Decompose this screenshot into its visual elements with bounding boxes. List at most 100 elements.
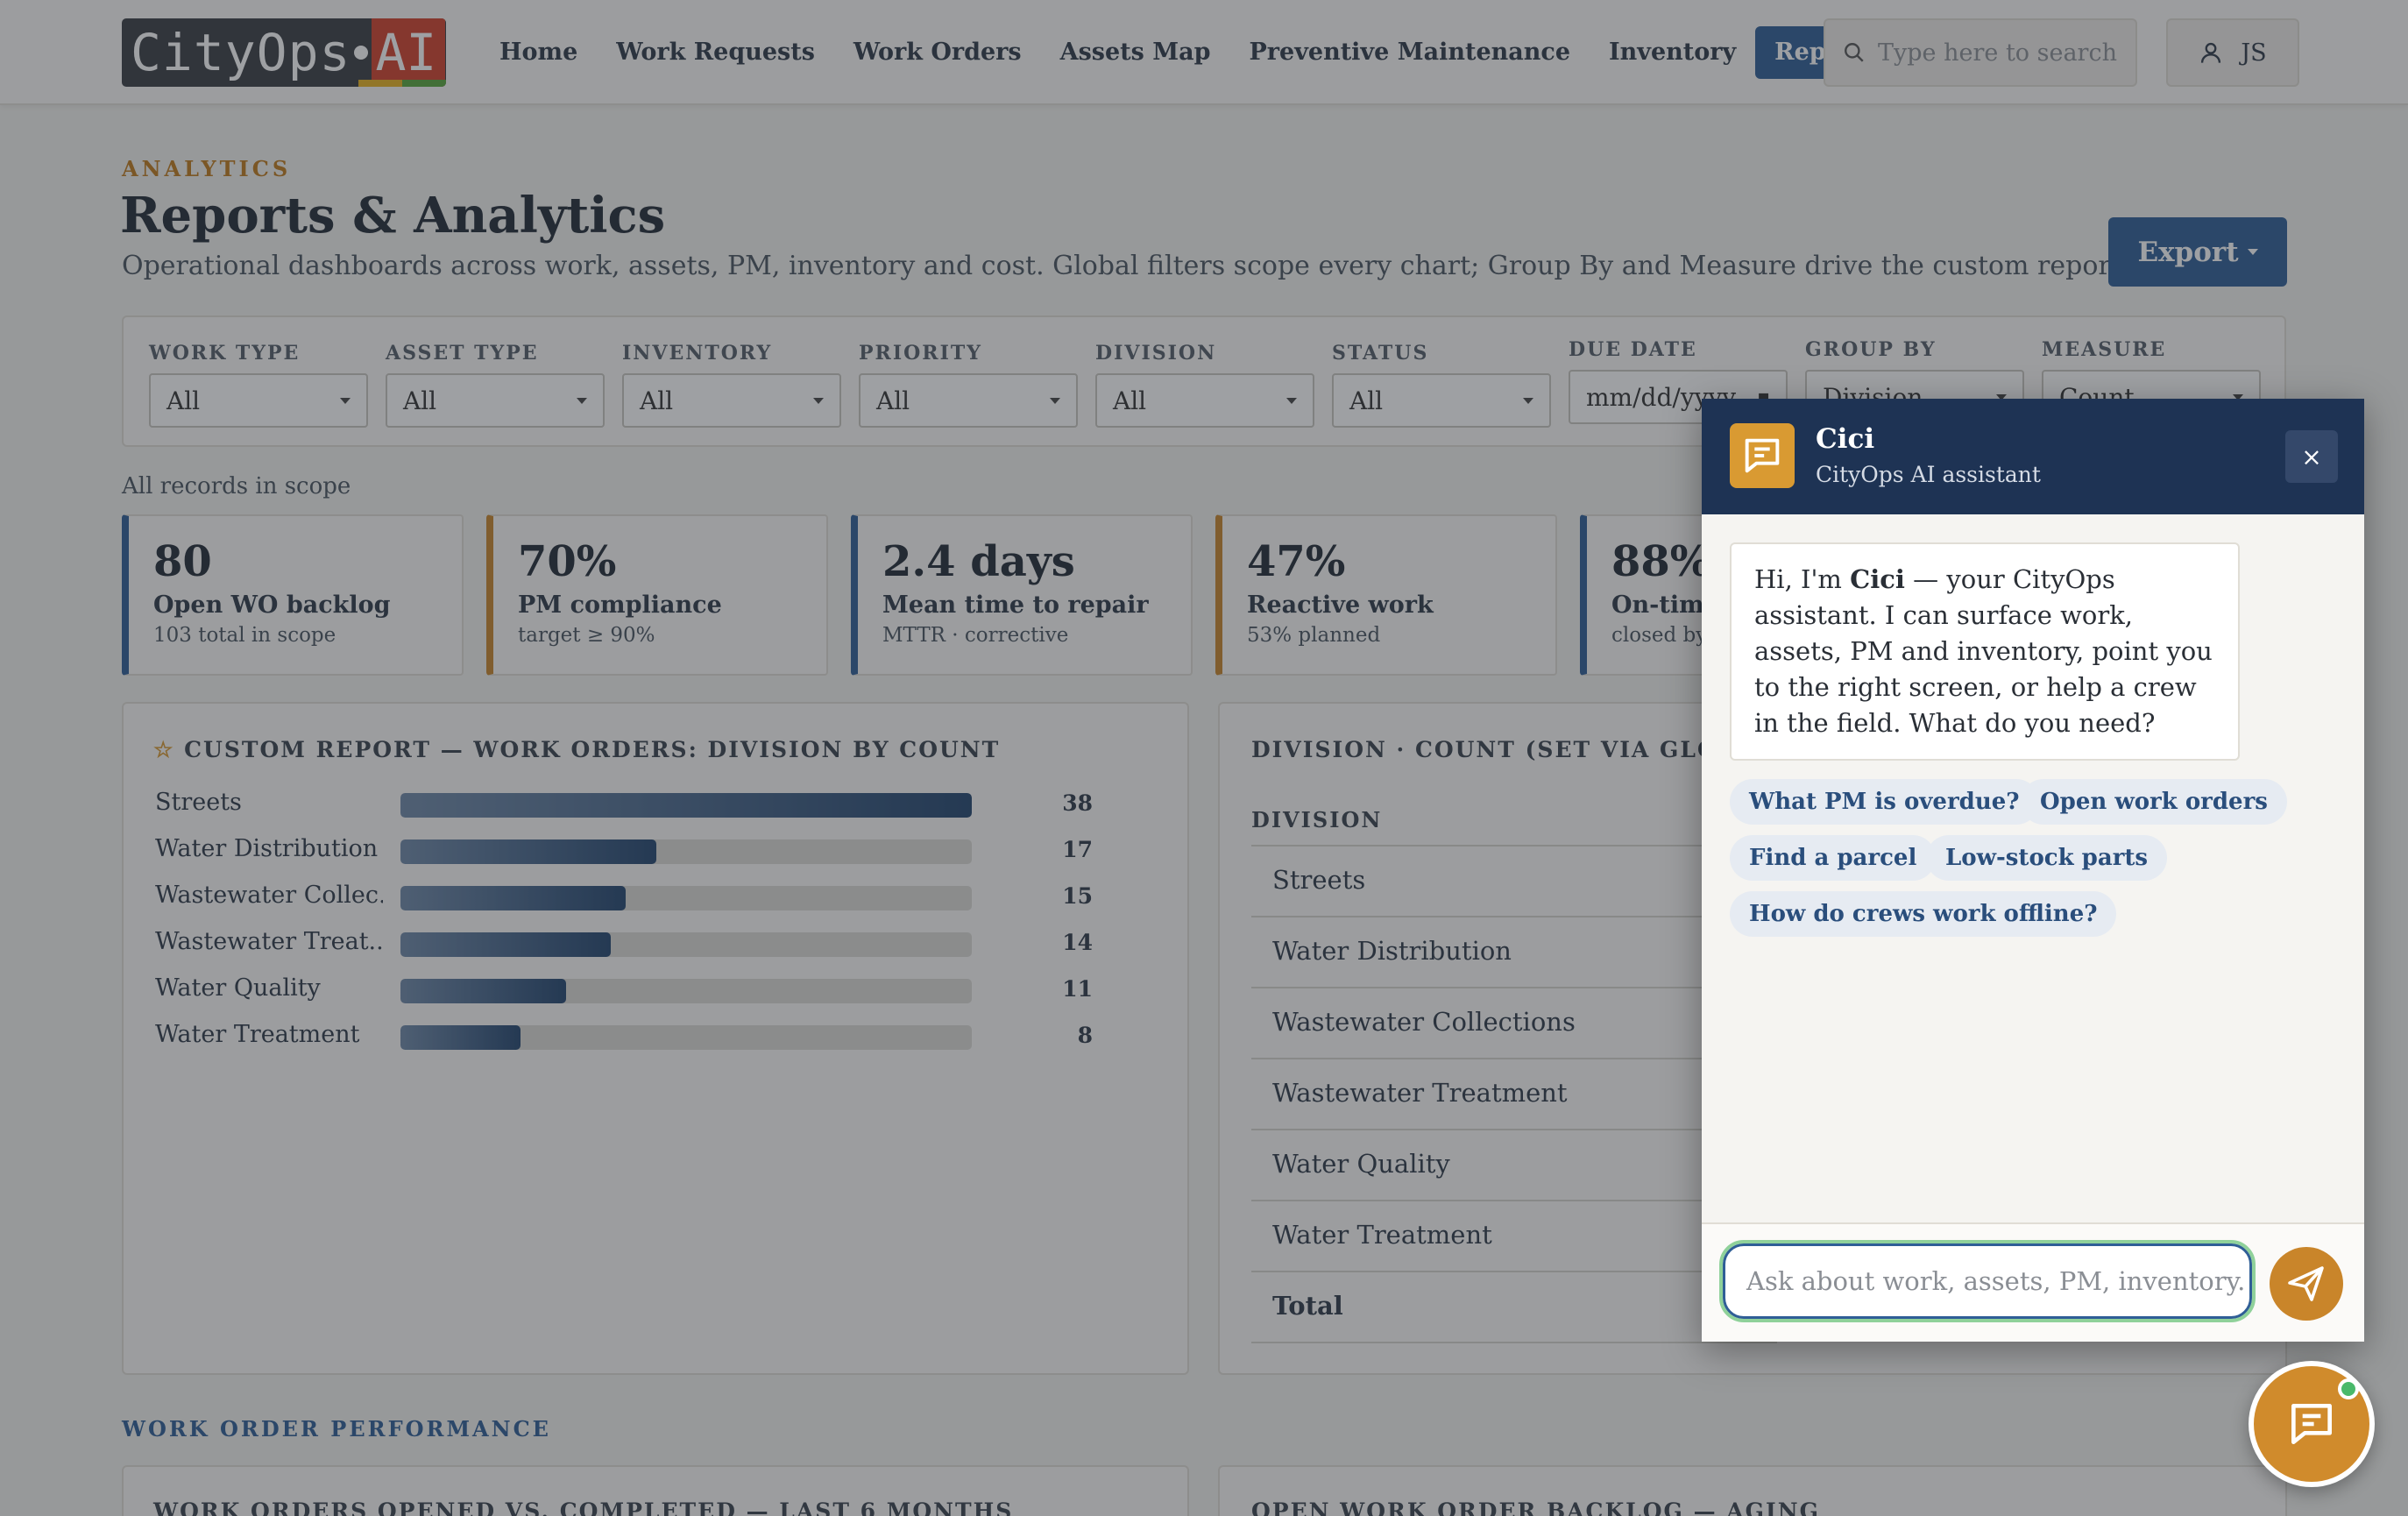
table-header-division: DIVISION xyxy=(1251,807,1383,832)
chevron-down-icon xyxy=(577,397,587,404)
bar-row: Water Distribution 17 xyxy=(155,835,1163,864)
nav-inventory[interactable]: Inventory xyxy=(1609,39,1737,66)
filter-label: MEASURE xyxy=(2042,338,2167,361)
table-divider xyxy=(1251,1058,1777,1059)
chevron-down-icon xyxy=(2247,249,2258,255)
user-menu-button[interactable]: JS xyxy=(2166,18,2299,87)
filter-label: PRIORITY xyxy=(859,342,982,365)
filter-priority: PRIORITY All xyxy=(859,342,1078,428)
suggestion-chip[interactable]: What PM is overdue? xyxy=(1730,779,2039,825)
work-type-select[interactable]: All xyxy=(149,373,368,428)
nav-preventive-maintenance[interactable]: Preventive Maintenance xyxy=(1249,39,1571,66)
send-icon xyxy=(2288,1266,2324,1301)
export-button[interactable]: Export xyxy=(2108,217,2287,287)
filter-label: STATUS xyxy=(1332,342,1429,365)
table-divider xyxy=(1251,1129,1777,1130)
chevron-down-icon xyxy=(1286,397,1297,404)
chevron-down-icon xyxy=(1050,397,1060,404)
kpi-sub: closed by xyxy=(1611,624,1708,647)
suggestion-chip[interactable]: Low-stock parts xyxy=(1926,835,2168,881)
chevron-down-icon xyxy=(813,397,824,404)
page-title: Reports & Analytics xyxy=(120,187,666,244)
division-select[interactable]: All xyxy=(1095,373,1314,428)
kpi-label: On-time xyxy=(1611,592,1719,619)
user-initials: JS xyxy=(2241,39,2267,67)
bar-value-label: 17 xyxy=(1062,837,1093,862)
kpi-value: 47% xyxy=(1247,537,1346,586)
bar-track xyxy=(400,1025,972,1050)
global-filters: WORK TYPE All ASSET TYPE All INVENTORY A… xyxy=(122,315,2286,447)
filter-label: DUE DATE xyxy=(1569,338,1697,361)
bar-label: Water Distribution xyxy=(155,835,379,862)
bar-label: Wastewater Collec... xyxy=(155,882,383,909)
kpi-value: 88% xyxy=(1611,537,1710,586)
suggestion-chip[interactable]: How do crews work offline? xyxy=(1730,891,2117,937)
chat-message-input[interactable]: Ask about work, assets, PM, inventory. xyxy=(1719,1240,2256,1322)
backlog-aging-panel: OPEN WORK ORDER BACKLOG — AGING xyxy=(1218,1465,2287,1516)
search-input[interactable]: Type here to search xyxy=(1824,18,2137,87)
chat-launcher-button[interactable] xyxy=(2249,1361,2375,1487)
table-divider xyxy=(1251,1342,1777,1343)
star-icon: ☆ xyxy=(153,737,175,762)
bar-row: Wastewater Collec... 15 xyxy=(155,882,1163,910)
asset-type-select[interactable]: All xyxy=(386,373,605,428)
page-eyebrow: ANALYTICS xyxy=(122,156,292,181)
table-row: Water Treatment xyxy=(1272,1220,1492,1250)
suggestion-chip[interactable]: Find a parcel xyxy=(1730,835,1937,881)
bar-label: Streets xyxy=(155,789,242,816)
table-divider xyxy=(1251,916,1777,917)
search-icon xyxy=(1845,43,1864,62)
kpi-value: 2.4 days xyxy=(882,537,1075,586)
close-icon: × xyxy=(2301,442,2322,471)
bar-track xyxy=(400,839,972,864)
cityops-logo[interactable]: CityOps AI xyxy=(122,18,446,87)
filter-asset-type: ASSET TYPE All xyxy=(386,342,605,428)
chat-header: Cici CityOps AI assistant × xyxy=(1702,399,2364,514)
table-row: Water Quality xyxy=(1272,1149,1450,1179)
assistant-name-inline: Cici xyxy=(1850,564,1905,594)
table-divider xyxy=(1251,845,1777,847)
table-row: Wastewater Collections xyxy=(1272,1007,1576,1037)
send-button[interactable] xyxy=(2270,1247,2343,1321)
chat-bubble-icon xyxy=(1730,423,1795,488)
assistant-message: Hi, I'm Cici — your CityOps assistant. I… xyxy=(1730,542,2240,761)
filter-inventory: INVENTORY All xyxy=(622,342,841,428)
bar-row: Water Treatment 8 xyxy=(155,1021,1163,1050)
logo-text: CityOps xyxy=(131,23,351,82)
status-select[interactable]: All xyxy=(1332,373,1551,428)
nav-work-orders[interactable]: Work Orders xyxy=(853,39,1022,66)
kpi-label: Reactive work xyxy=(1247,592,1434,619)
bar-track xyxy=(400,886,972,910)
kpi-sub: 103 total in scope xyxy=(153,624,336,647)
chat-bubble-icon xyxy=(2291,1404,2332,1444)
panel-title: OPEN WORK ORDER BACKLOG — AGING xyxy=(1251,1498,1820,1516)
table-total-row: Total xyxy=(1272,1291,1343,1321)
chevron-down-icon xyxy=(1996,393,2007,400)
nav-work-requests[interactable]: Work Requests xyxy=(616,39,815,66)
inventory-select[interactable]: All xyxy=(622,373,841,428)
kpi-label: PM compliance xyxy=(518,592,722,619)
filter-label: ASSET TYPE xyxy=(386,342,539,365)
bar xyxy=(400,839,656,864)
priority-select[interactable]: All xyxy=(859,373,1078,428)
table-row: Streets xyxy=(1272,865,1366,895)
bar-row: Wastewater Treat... 14 xyxy=(155,928,1163,957)
close-button[interactable]: × xyxy=(2285,430,2338,483)
bar-label: Wastewater Treat... xyxy=(155,928,383,955)
top-nav-bar: CityOps AI Home Work Requests Work Order… xyxy=(0,0,2408,105)
bar-label: Water Treatment xyxy=(155,1021,360,1048)
logo-underline xyxy=(358,80,446,87)
nav-home[interactable]: Home xyxy=(499,39,578,66)
kpi-sub: target ≥ 90% xyxy=(518,624,655,647)
bar xyxy=(400,1025,521,1050)
suggestion-chip[interactable]: Open work orders xyxy=(2021,779,2287,825)
nav-assets-map[interactable]: Assets Map xyxy=(1059,39,1211,66)
custom-report-panel: ☆ CUSTOM REPORT — WORK ORDERS: DIVISION … xyxy=(122,702,1189,1375)
kpi-card-backlog: 80 Open WO backlog 103 total in scope xyxy=(122,514,464,676)
kpi-sub: MTTR · corrective xyxy=(882,624,1069,647)
table-divider xyxy=(1251,987,1777,988)
user-icon xyxy=(2201,42,2221,63)
bar-value-label: 15 xyxy=(1062,883,1093,909)
table-divider xyxy=(1251,1271,1777,1272)
assistant-name: Cici xyxy=(1816,423,1875,455)
